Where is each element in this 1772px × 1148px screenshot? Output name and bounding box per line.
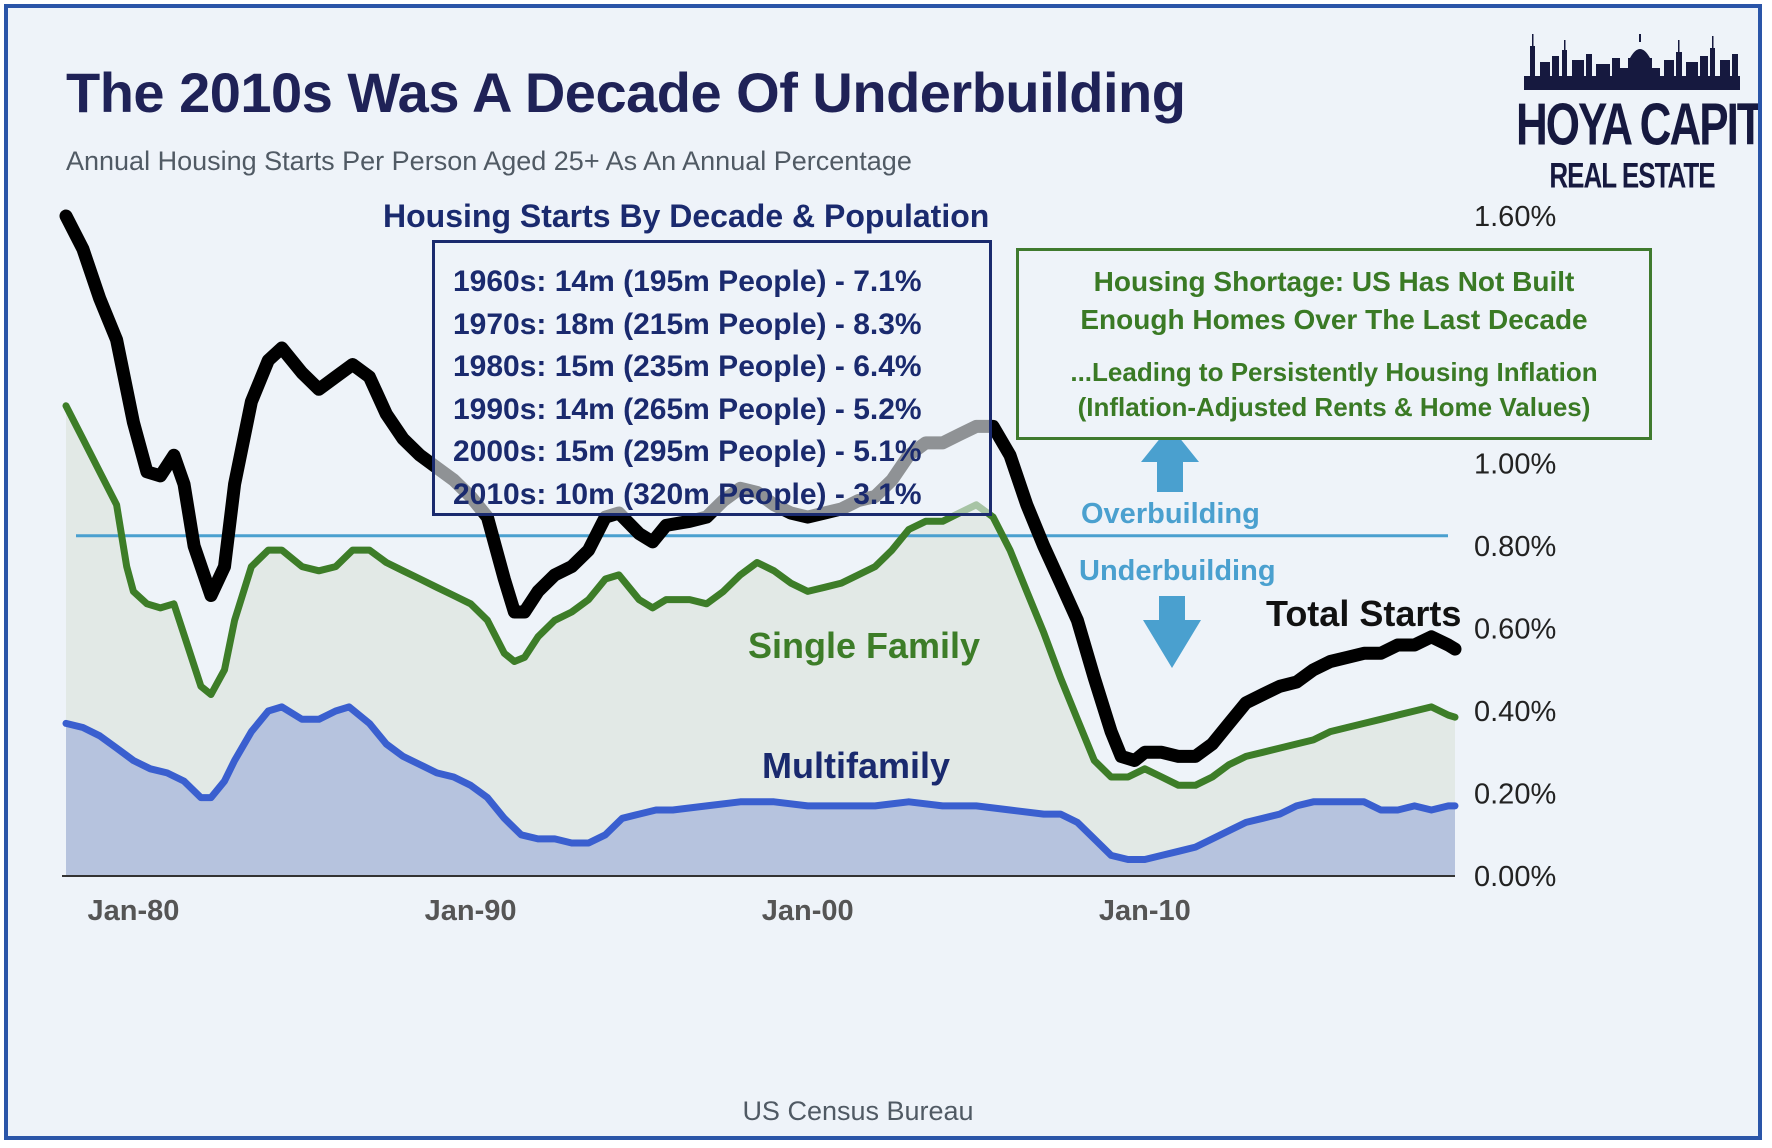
- logo-name: HOYA CAPITAL: [1516, 91, 1759, 159]
- hoya-capital-logo: HOYA CAPITAL REAL ESTATE: [1516, 32, 1759, 193]
- decade-row: 1960s: 14m (195m People) - 7.1%: [453, 265, 922, 298]
- x-tick-label: Jan-90: [425, 895, 517, 927]
- y-tick-label: 0.40%: [1474, 696, 1556, 728]
- single-family-line: [62, 402, 1459, 789]
- decade-row: 2010s: 10m (320m People) - 3.1%: [453, 477, 922, 511]
- decade-row: 2000s: 15m (295m People) - 5.1%: [453, 435, 922, 468]
- multifamily-area: [66, 706, 1455, 876]
- decade-row: 1990s: 14m (265m People) - 5.2%: [453, 392, 922, 426]
- decade-table: 1960s: 14m (195m People) - 7.1% 1970s: 1…: [432, 240, 992, 516]
- x-tick-label: Jan-00: [762, 895, 854, 927]
- shortage-line: Housing Shortage: US Has Not Built: [1093, 266, 1575, 297]
- housing-shortage-callout: Housing Shortage: US Has Not Built Enoug…: [1016, 248, 1652, 440]
- chart-subtitle: Annual Housing Starts Per Person Aged 25…: [66, 146, 912, 176]
- multifamily-label: Multifamily: [762, 745, 950, 786]
- skyline-icon: [1524, 34, 1740, 90]
- shortage-line: ...Leading to Persistently Housing Infla…: [1070, 357, 1598, 387]
- shortage-line: (Inflation-Adjusted Rents & Home Values): [1077, 392, 1591, 422]
- chart-source: US Census Bureau: [742, 1096, 974, 1126]
- down-arrow-icon: [1143, 596, 1201, 668]
- chart-plot: 0.00%0.20%0.40%0.60%0.80%1.00%1.20%1.40%…: [59, 201, 1556, 927]
- multifamily-line: [62, 703, 1459, 863]
- total-starts-label: Total Starts: [1266, 593, 1461, 634]
- y-tick-label: 0.00%: [1474, 861, 1556, 893]
- logo-subtitle: REAL ESTATE: [1549, 155, 1715, 196]
- overbuilding-label: Overbuilding: [1081, 498, 1260, 530]
- y-tick-label: 0.20%: [1474, 779, 1556, 811]
- y-tick-label: 1.00%: [1474, 449, 1556, 481]
- chart-title: The 2010s Was A Decade Of Underbuilding: [66, 61, 1186, 124]
- chart-frame: The 2010s Was A Decade Of Underbuilding …: [4, 4, 1762, 1140]
- y-tick-label: 0.60%: [1474, 614, 1556, 646]
- underbuilding-label: Underbuilding: [1079, 555, 1276, 587]
- decade-box-title: Housing Starts By Decade & Population: [383, 198, 990, 234]
- x-tick-label: Jan-80: [87, 895, 179, 927]
- shortage-line: Enough Homes Over The Last Decade: [1080, 304, 1588, 335]
- decade-row: 1980s: 15m (235m People) - 6.4%: [453, 350, 922, 383]
- up-arrow-icon: [1141, 426, 1199, 492]
- y-tick-label: 1.60%: [1474, 201, 1556, 233]
- y-tick-label: 0.80%: [1474, 531, 1556, 563]
- x-tick-label: Jan-10: [1099, 895, 1191, 927]
- decade-row: 1970s: 18m (215m People) - 8.3%: [453, 307, 922, 341]
- single-family-label: Single Family: [748, 625, 980, 666]
